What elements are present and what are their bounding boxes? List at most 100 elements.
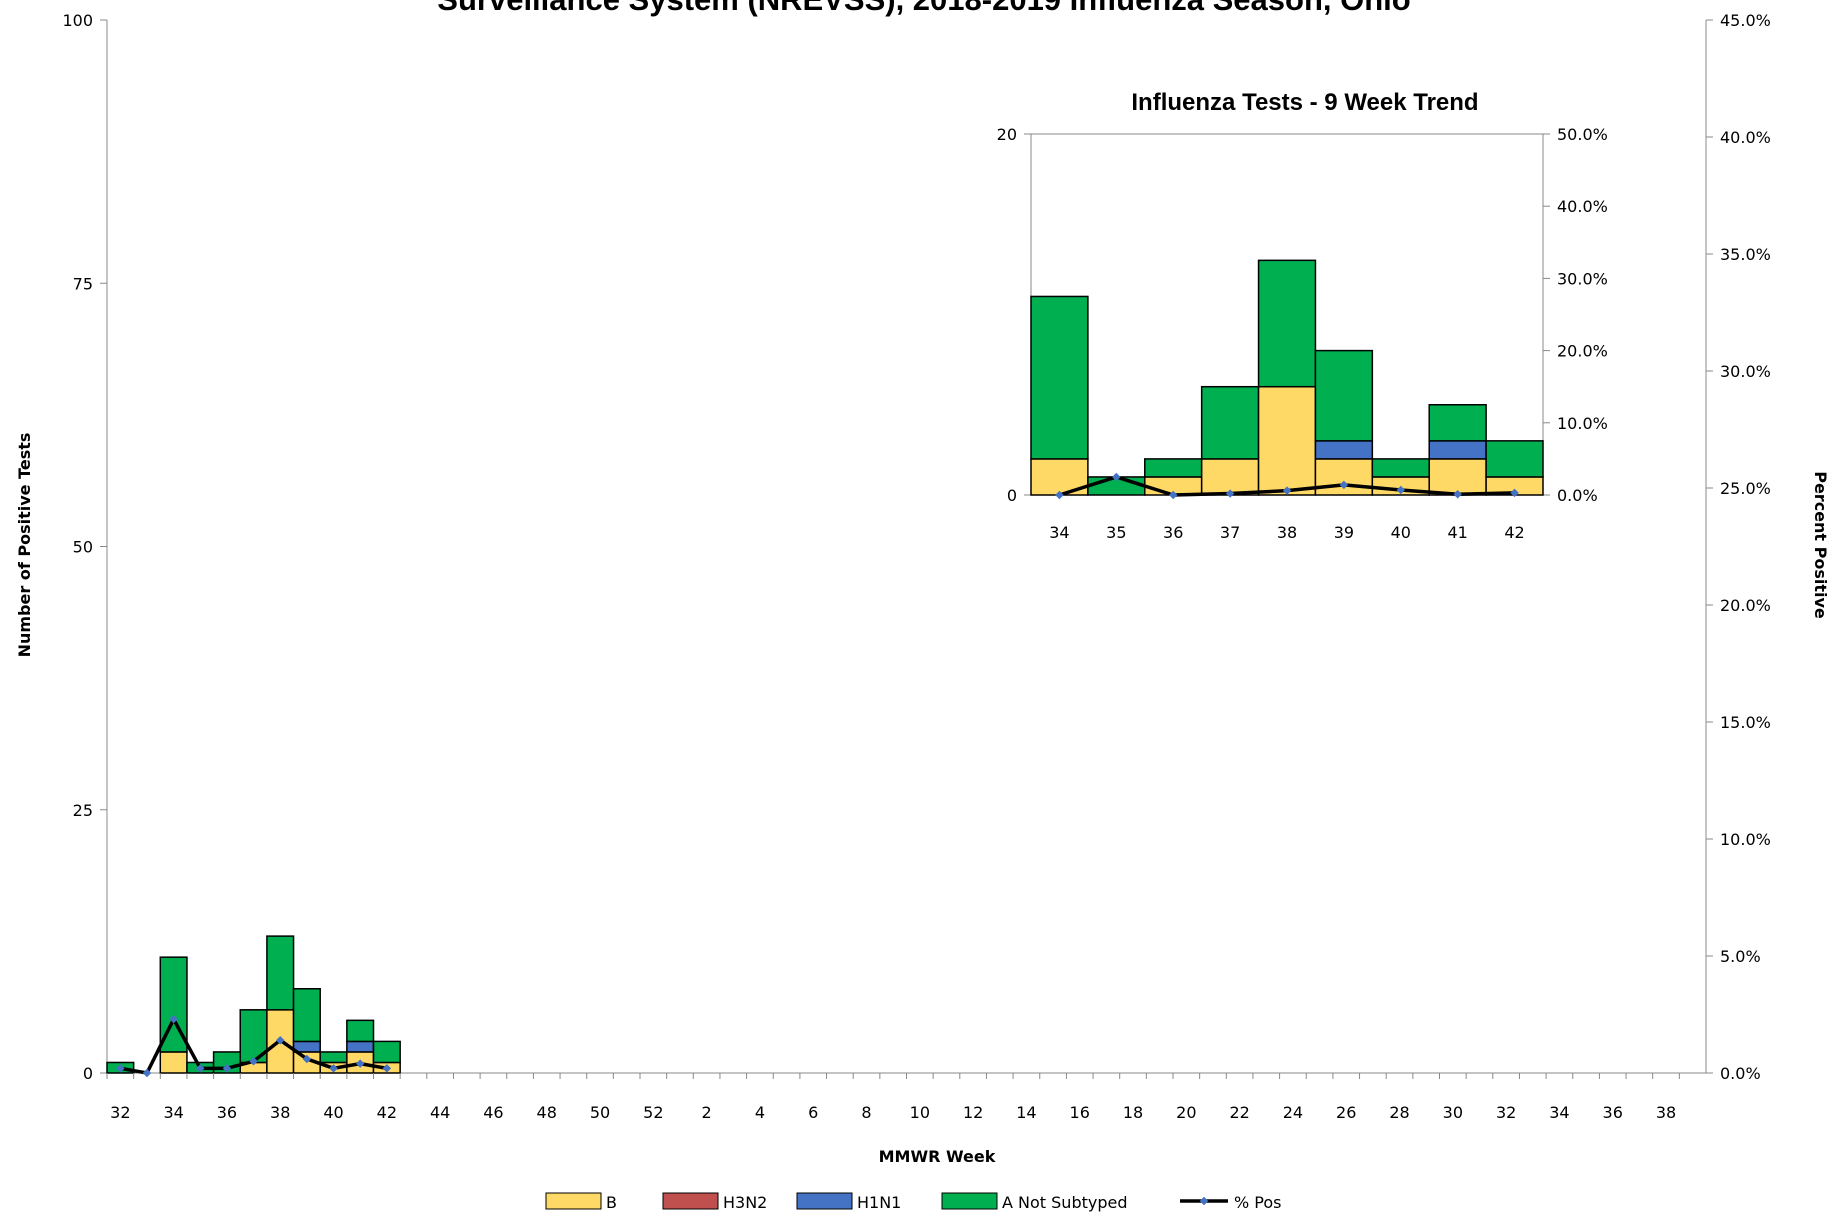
y-tick-label: 100 [62,11,93,30]
legend-label: A Not Subtyped [1002,1193,1128,1212]
bar-a-not-subtyped [1200,385,1260,460]
bar-a-not-subtyped [1314,349,1374,442]
percent-positive-point [302,1054,312,1064]
legend-label: % Pos [1234,1193,1282,1212]
x-tick-label: 4 [755,1103,765,1122]
y-tick-label: 20 [997,125,1017,144]
percent-positive-point [1510,488,1519,498]
x-tick-label: 26 [1336,1103,1356,1122]
percent-positive-point [1396,485,1406,495]
y2-tick-label: 30.0% [1557,269,1608,288]
legend-swatch-b [545,1192,602,1210]
inset-title: Influenza Tests - 9 Week Trend [1131,89,1478,116]
y2-tick-label: 45.0% [1720,11,1771,30]
bar-a-not-subtyped [346,1019,375,1043]
y-tick-label: 0 [83,1064,93,1083]
y2-tick-label: 20.0% [1720,596,1771,615]
y2-tick-label: 40.0% [1720,128,1771,147]
percent-positive-point [1339,480,1349,490]
legend-label: H1N1 [857,1193,901,1212]
percent-positive-point [1168,490,1178,500]
y2-tick-label: 25.0% [1720,479,1771,498]
y2-tick-label: 10.0% [1720,830,1771,849]
x-tick-label: 48 [537,1103,557,1122]
percent-positive-point [355,1059,365,1068]
main-x-axis-labels: 32 34 36 38 40 42 44 46 48 50 52 2 4 6 8 10 12 14 16 18 20 22… [106,1073,1680,1122]
y2-tick-label: 40.0% [1557,197,1608,216]
legend: B H3N2 H1N1 A Not Subtyped % Pos [545,1192,1282,1212]
y-axis-title: Number of Positive Tests [15,433,34,658]
inset-x-tick-label: 34 [1049,523,1069,542]
inset-x-tick-label: 35 [1106,523,1126,542]
bar-h1n1 [346,1040,375,1053]
x-tick-label: 44 [430,1103,450,1122]
x-tick-label: 52 [643,1103,663,1122]
x-tick-label: 12 [963,1103,983,1122]
x-tick-label: 14 [1016,1103,1036,1122]
y-tick-label: 0 [1007,486,1017,505]
percent-positive-point [382,1064,392,1073]
inset-x-tick-label: 40 [1391,523,1411,542]
y2-tick-label: 10.0% [1557,414,1608,433]
bar-h1n1 [1314,440,1374,460]
x-tick-label: 24 [1283,1103,1303,1122]
y-tick-label: 75 [73,274,93,293]
y2-tick-label: 15.0% [1720,713,1771,732]
x-tick-label: 10 [910,1103,930,1122]
inset-x-tick-label: 36 [1163,523,1183,542]
chart-title: Surveillance System (NREVSS), 2018-2019 … [437,0,1410,17]
x-tick-label: 22 [1229,1103,1249,1122]
inset-chart: Influenza Tests - 9 Week Trend 0 20 0.0% 10… [997,89,1608,542]
x-axis-title: MMWR Week [879,1147,996,1166]
x-tick-label: 38 [270,1103,290,1122]
y2-tick-label: 0.0% [1720,1064,1761,1083]
bar-a-not-subtyped [1485,440,1544,478]
x-tick-label: 28 [1389,1103,1409,1122]
x-tick-label: 40 [323,1103,343,1122]
y2-tick-label: 20.0% [1557,342,1608,361]
bar-a-not-subtyped [1257,259,1317,388]
bar-b [1314,458,1374,496]
bar-b [1257,385,1317,496]
x-tick-label: 6 [808,1103,818,1122]
bar-a-not-subtyped [1030,295,1089,460]
x-tick-label: 34 [1549,1103,1569,1122]
bar-b [159,1051,188,1074]
x-tick-label: 18 [1123,1103,1143,1122]
legend-swatch-h1n1 [796,1192,853,1210]
x-tick-label: 34 [163,1103,183,1122]
main-plot: 0 25 50 75 100 0.0% 5.0% 10.0% 15.0% 20.0% 25.0% 30… [62,11,1770,1083]
x-tick-label: 16 [1070,1103,1090,1122]
y2-tick-label: 5.0% [1720,947,1761,966]
percent-positive-point [1225,489,1235,498]
legend-swatch-h3n2 [662,1192,719,1210]
y2-tick-label: 35.0% [1720,245,1771,264]
percent-positive-point [1282,486,1292,495]
percent-positive-point [1453,490,1462,499]
x-tick-label: 36 [217,1103,237,1122]
inset-x-tick-label: 38 [1277,523,1297,542]
axis-lines [106,20,1707,1074]
percent-positive-point [329,1064,338,1073]
percent-positive-point [1112,472,1121,482]
legend-marker-percent-positive [1199,1196,1209,1206]
x-tick-label: 30 [1443,1103,1463,1122]
percent-positive-point [1055,490,1064,500]
percent-positive-point [275,1035,285,1045]
y-tick-label: 25 [73,801,93,820]
inset-x-tick-label: 37 [1220,523,1240,542]
x-tick-label: 46 [483,1103,503,1122]
legend-label: H3N2 [723,1193,767,1212]
inset-x-tick-label: 39 [1334,523,1354,542]
x-tick-label: 38 [1656,1103,1676,1122]
x-tick-label: 42 [377,1103,397,1122]
x-tick-label: 20 [1176,1103,1196,1122]
bar-b [1428,458,1487,496]
x-tick-label: 32 [1496,1103,1516,1122]
bar-a-not-subtyped [266,935,295,1011]
y2-tick-label: 0.0% [1557,486,1598,505]
inset-x-tick-label: 42 [1504,523,1524,542]
bar-a-not-subtyped [1144,458,1203,478]
